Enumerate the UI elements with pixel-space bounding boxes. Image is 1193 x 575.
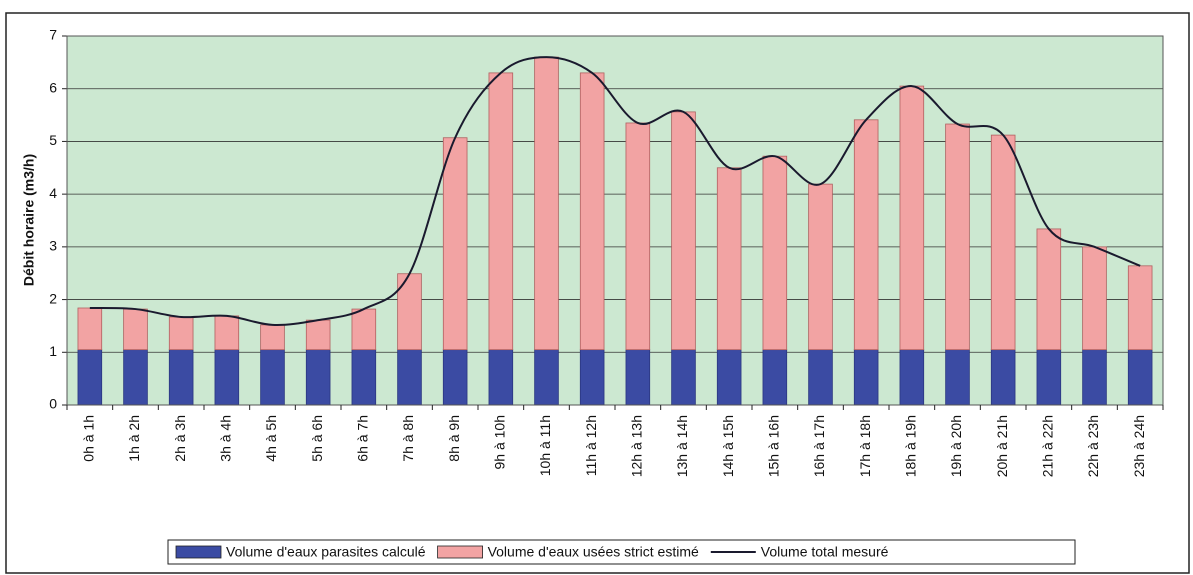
bar: [488, 72, 514, 351]
x-tick-label: 4h à 5h: [263, 415, 279, 462]
x-tick-label: 20h à 21h: [994, 415, 1010, 477]
bar: [123, 308, 148, 351]
bar: [808, 349, 833, 406]
bar: [1036, 349, 1062, 406]
x-tick-label: 18h à 19h: [903, 415, 919, 477]
x-tick-label: 1h à 2h: [126, 415, 142, 462]
legend-swatch: [175, 545, 222, 559]
bar: [351, 308, 377, 351]
y-tick-label: 0: [49, 396, 57, 412]
x-tick-label: 19h à 20h: [948, 415, 964, 477]
legend-label: Volume total mesuré: [761, 544, 889, 560]
y-tick-label: 5: [49, 132, 57, 148]
bar: [488, 349, 514, 406]
bar: [899, 85, 925, 351]
bar: [1127, 349, 1153, 406]
bar: [625, 349, 651, 406]
bar: [716, 167, 742, 351]
x-tick-label: 11h à 12h: [583, 415, 599, 476]
bar: [579, 349, 605, 406]
bar: [214, 349, 240, 406]
bar: [762, 349, 788, 406]
x-tick-label: 21h à 22h: [1040, 415, 1056, 477]
bar: [1082, 246, 1107, 351]
x-tick-label: 2h à 3h: [172, 415, 188, 462]
bar: [260, 324, 285, 351]
bar: [214, 315, 240, 351]
bar: [305, 319, 331, 351]
x-tick-label: 10h à 11h: [537, 415, 553, 476]
bar: [990, 134, 1016, 351]
x-tick-label: 14h à 15h: [720, 415, 736, 477]
bar: [671, 349, 696, 406]
bar: [168, 316, 194, 351]
y-tick-label: 2: [49, 290, 57, 306]
bar: [945, 349, 970, 406]
x-tick-label: 22h à 23h: [1085, 415, 1101, 477]
legend-label: Volume d'eaux parasites calculé: [226, 544, 426, 560]
y-tick-label: 6: [49, 79, 57, 95]
x-tick-label: 5h à 6h: [309, 415, 325, 462]
bar: [716, 349, 742, 406]
bar: [762, 155, 788, 351]
y-tick-label: 7: [49, 27, 57, 43]
bar: [442, 349, 468, 406]
x-tick-label: 17h à 18h: [857, 415, 873, 477]
bar: [305, 349, 331, 406]
bar: [1127, 265, 1153, 351]
y-tick-label: 1: [49, 343, 57, 359]
line: [89, 56, 1141, 326]
bar: [990, 349, 1016, 406]
bar: [853, 119, 879, 351]
bar: [853, 349, 879, 406]
bar: [351, 349, 377, 406]
x-tick-label: 9h à 10h: [492, 415, 508, 470]
bar: [77, 349, 103, 406]
x-tick-label: 8h à 9h: [446, 415, 462, 462]
bar: [808, 183, 833, 351]
bar: [899, 349, 925, 406]
y-axis-title: Débit horaire (m3/h): [21, 154, 37, 286]
x-tick-label: 7h à 8h: [400, 415, 416, 462]
x-tick-label: 6h à 7h: [355, 415, 371, 462]
y-tick-label: 3: [49, 238, 57, 254]
bar: [534, 56, 559, 351]
legend-swatch: [437, 545, 483, 559]
bar: [397, 349, 422, 406]
x-tick-label: 23h à 24h: [1131, 415, 1147, 477]
bar: [945, 123, 970, 351]
bar: [671, 111, 696, 351]
bar: [534, 349, 559, 406]
bar: [579, 72, 605, 351]
x-tick-label: 15h à 16h: [766, 415, 782, 477]
x-tick-label: 16h à 17h: [811, 415, 827, 477]
bar: [123, 349, 148, 406]
y-tick-label: 4: [49, 185, 57, 201]
x-tick-label: 12h à 13h: [629, 415, 645, 477]
legend-label: Volume d'eaux usées strict estimé: [488, 544, 699, 560]
bar: [442, 137, 468, 351]
x-tick-label: 13h à 14h: [674, 415, 690, 477]
legend: [167, 539, 1076, 565]
bar: [1036, 228, 1062, 351]
x-tick-label: 3h à 4h: [218, 415, 234, 462]
x-tick-label: 0h à 1h: [81, 415, 97, 462]
bar: [625, 122, 651, 351]
bar: [1082, 349, 1107, 406]
plot-area: [67, 36, 1163, 405]
bar: [77, 307, 103, 351]
bar: [168, 349, 194, 406]
bar: [260, 349, 285, 406]
